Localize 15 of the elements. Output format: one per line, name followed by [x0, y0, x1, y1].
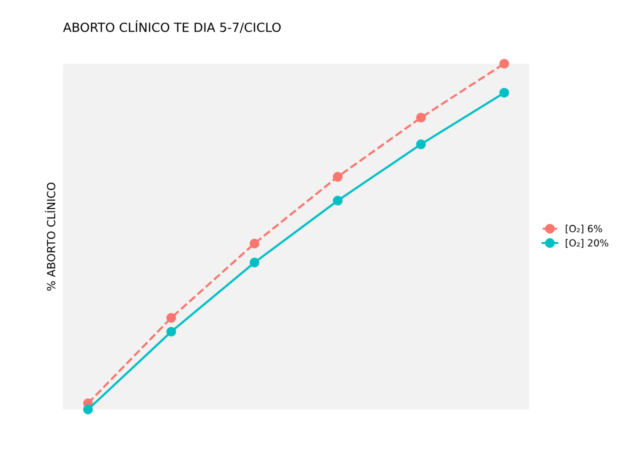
chart-title: ABORTO CLÍNICO TE DIA 5-7/CICLO: [63, 20, 281, 34]
point: [416, 139, 426, 150]
point: [499, 88, 510, 98]
y-axis-title: % ABORTO CLÍNICO: [44, 182, 56, 291]
point: [332, 196, 343, 206]
point: [416, 112, 426, 123]
legend-label: [O₂] 6%: [566, 224, 602, 234]
point: [83, 404, 93, 414]
point: [166, 313, 176, 323]
point: [499, 58, 510, 69]
point: [332, 172, 343, 182]
point: [250, 258, 260, 268]
point: [166, 326, 176, 337]
point: [250, 238, 260, 248]
legend-label: [O₂] 20%: [566, 239, 608, 248]
